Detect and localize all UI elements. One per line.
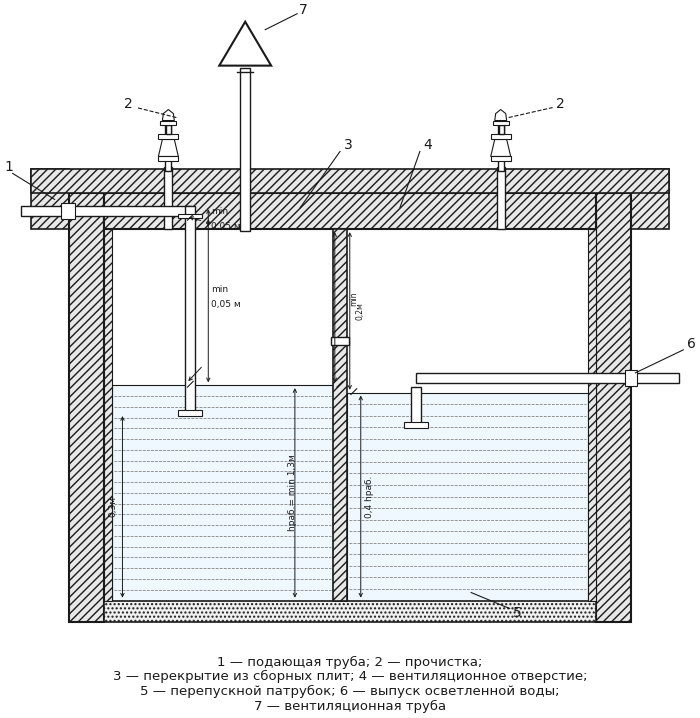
Bar — [178, 410, 202, 416]
Bar — [596, 193, 631, 623]
Bar — [61, 203, 74, 219]
Text: 5 — перепускной патрубок; 6 — выпуск осветленной воды;: 5 — перепускной патрубок; 6 — выпуск осв… — [140, 686, 560, 699]
Bar — [104, 193, 596, 229]
Bar — [411, 387, 421, 424]
Bar — [491, 157, 511, 162]
Bar — [493, 121, 509, 124]
Bar — [331, 337, 349, 345]
Bar — [498, 124, 504, 134]
Text: 7 — вентиляционная труба: 7 — вентиляционная труба — [254, 700, 446, 714]
Text: 0,3м: 0,3м — [108, 496, 117, 518]
Bar — [21, 206, 191, 216]
Text: 0,35м: 0,35м — [341, 296, 350, 319]
Bar — [631, 169, 669, 229]
Bar — [626, 370, 638, 386]
Bar — [164, 167, 172, 229]
Bar — [69, 193, 104, 623]
Text: min: min — [349, 292, 358, 306]
Polygon shape — [158, 139, 178, 157]
Bar — [186, 206, 195, 413]
Bar — [404, 421, 428, 428]
Bar — [167, 124, 172, 134]
Text: min: min — [334, 288, 343, 302]
Bar — [31, 169, 669, 193]
Text: hраб.= min 1,3м: hраб.= min 1,3м — [288, 454, 298, 531]
Bar — [416, 373, 679, 383]
Text: min: min — [211, 208, 228, 216]
Bar — [104, 600, 596, 623]
Text: 2: 2 — [556, 96, 565, 111]
Bar — [332, 229, 346, 600]
Text: 3 — перекрытие из сборных плит; 4 — вентиляционное отверстие;: 3 — перекрытие из сборных плит; 4 — вент… — [113, 671, 587, 684]
Bar — [346, 393, 587, 600]
Text: 0,05 м: 0,05 м — [211, 300, 241, 309]
Text: 5: 5 — [513, 605, 522, 620]
Bar — [497, 167, 505, 229]
Polygon shape — [219, 22, 271, 65]
Bar — [158, 134, 178, 139]
Bar — [165, 115, 172, 172]
Bar — [158, 157, 178, 162]
Bar — [587, 229, 596, 600]
Polygon shape — [495, 110, 507, 121]
Bar — [160, 121, 176, 124]
Text: min: min — [211, 285, 228, 294]
Text: 3: 3 — [344, 139, 352, 152]
Text: 2: 2 — [124, 96, 133, 111]
Text: 0,05 м: 0,05 м — [211, 223, 241, 231]
Text: 0,2м: 0,2м — [356, 302, 365, 320]
Text: 4: 4 — [424, 139, 432, 152]
Bar — [31, 169, 69, 229]
Bar — [104, 229, 113, 600]
Text: 6: 6 — [687, 337, 696, 351]
Bar — [491, 134, 511, 139]
Bar — [240, 67, 250, 231]
Bar — [178, 215, 202, 218]
Polygon shape — [162, 110, 174, 121]
Bar — [113, 386, 332, 600]
Bar — [498, 115, 504, 172]
Polygon shape — [491, 139, 511, 157]
Text: 1: 1 — [4, 160, 13, 174]
Text: 7: 7 — [299, 3, 307, 17]
Text: 1 — подающая труба; 2 — прочистка;: 1 — подающая труба; 2 — прочистка; — [217, 656, 483, 668]
Text: 0,4 hраб.: 0,4 hраб. — [365, 475, 374, 518]
